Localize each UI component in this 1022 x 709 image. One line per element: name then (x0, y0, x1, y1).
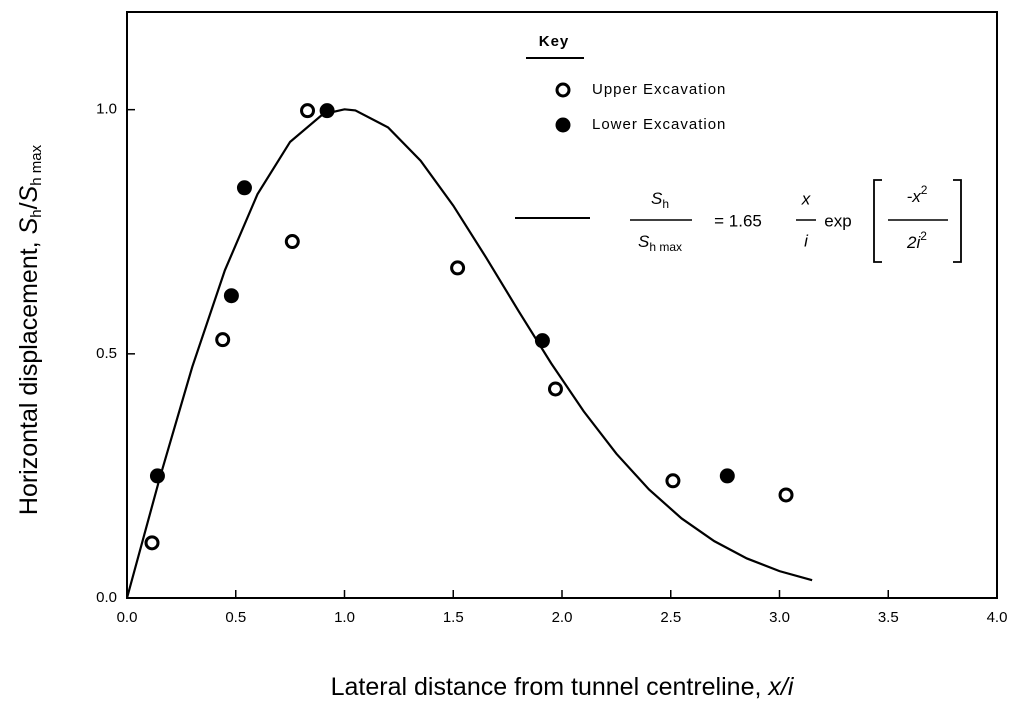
x-label-var: x/i (767, 673, 794, 701)
filled-point (236, 180, 252, 196)
eq-frac-den: i (804, 231, 809, 250)
eq-var: -x (907, 187, 922, 206)
legend-label: Lower Excavation (592, 116, 726, 133)
x-tick-label: 1.5 (443, 609, 464, 626)
eq-coefficient: = 1.65 (714, 211, 762, 230)
eq-arg-num: -x2 (907, 183, 928, 206)
x-axis-label: Lateral distance from tunnel centreline,… (331, 673, 795, 701)
legend-label: Upper Excavation (592, 81, 726, 98)
x-label-text: Lateral distance from tunnel centreline, (331, 673, 769, 701)
y-tick-label: 1.0 (96, 101, 117, 118)
y-tick-label: 0.0 (96, 589, 117, 606)
y-label-slash: / (15, 202, 43, 209)
y-label-text: Horizontal displacement, (15, 234, 43, 515)
eq-sub: h max (649, 240, 682, 254)
open-point (450, 260, 466, 276)
eq-s: S (651, 189, 663, 208)
y-axis-label: Horizontal displacement, Sh/Sh max (15, 144, 45, 515)
x-tick-label: 3.0 (769, 609, 790, 626)
legend-marker (555, 82, 571, 98)
eq-sup: 2 (920, 229, 927, 243)
filled-point (223, 288, 239, 304)
y-label-var: S (15, 185, 43, 202)
legend-marker (555, 117, 571, 133)
y-tick-label: 0.5 (96, 345, 117, 362)
open-point (665, 473, 681, 489)
eq-lhs-den: Sh max (638, 232, 682, 254)
eq-s: S (638, 232, 650, 251)
x-tick-label: 4.0 (987, 609, 1008, 626)
eq-arg-den: 2i2 (906, 229, 927, 252)
equation: Sh Sh max = 1.65 x i exp -x2 2i2 (630, 179, 962, 263)
x-tick-label: 3.5 (878, 609, 899, 626)
filled-point (719, 468, 735, 484)
eq-function: exp (824, 211, 851, 230)
open-point (547, 381, 563, 397)
eq-brackets (873, 179, 962, 263)
eq-frac-num: x (801, 189, 811, 208)
x-tick-label: 2.5 (660, 609, 681, 626)
eq-var: 2i (906, 233, 921, 252)
open-point (300, 103, 316, 119)
open-point (778, 487, 794, 503)
eq-sub: h (662, 197, 669, 211)
fit-curve (125, 108, 813, 599)
open-point (284, 234, 300, 250)
x-tick-label: 0.0 (117, 609, 138, 626)
plot-frame (126, 11, 998, 599)
y-label-sub: h (28, 209, 45, 217)
eq-sup: 2 (921, 183, 928, 197)
y-label-sub: h max (28, 144, 45, 185)
open-point (144, 535, 160, 551)
y-label-var: S (15, 217, 43, 234)
legend-title: Key (539, 33, 570, 50)
x-tick-label: 0.5 (225, 609, 246, 626)
eq-lhs-num: Sh (651, 189, 669, 211)
open-point (215, 332, 231, 348)
x-tick-label: 2.0 (552, 609, 573, 626)
x-tick-label: 1.0 (334, 609, 355, 626)
